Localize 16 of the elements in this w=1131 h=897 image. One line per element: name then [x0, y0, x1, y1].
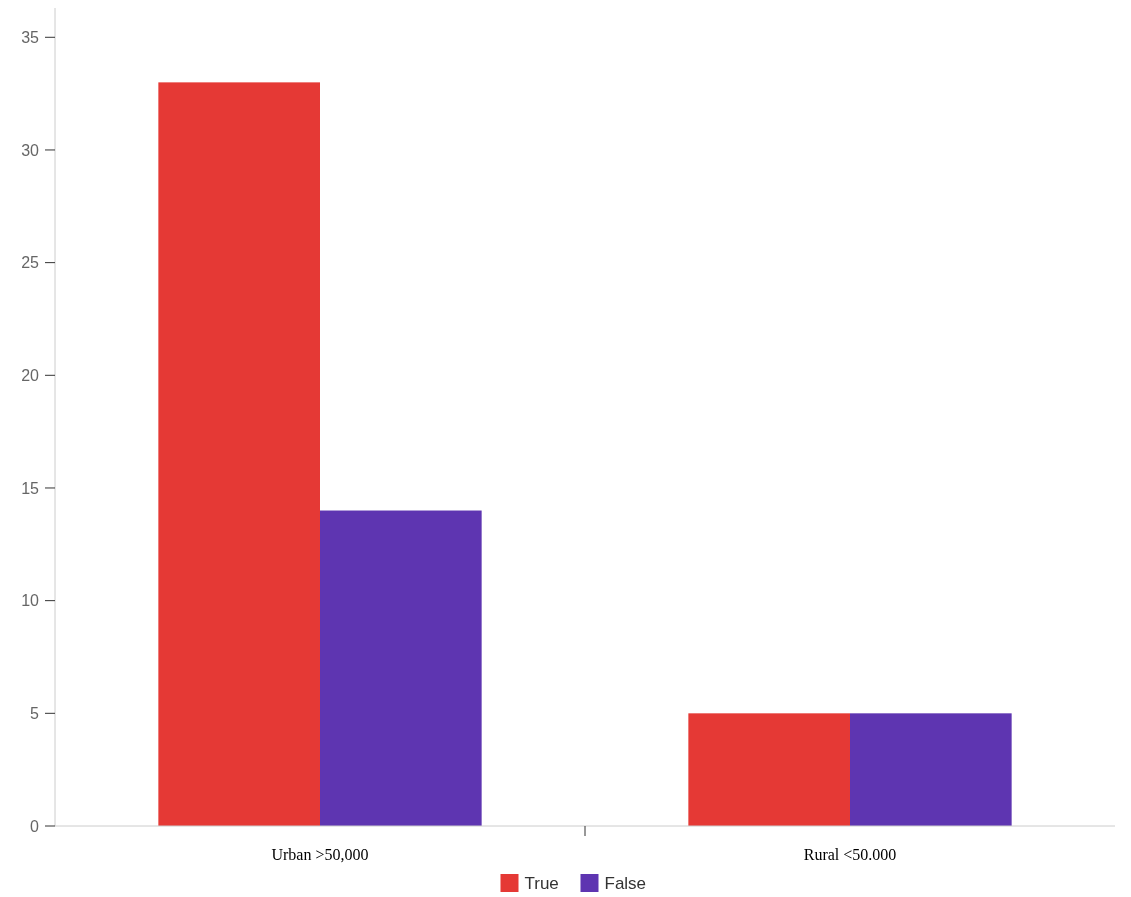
- y-tick-label: 10: [21, 592, 40, 610]
- x-tick-label: Urban >50,000: [271, 846, 369, 863]
- bar: [320, 510, 482, 826]
- y-tick-label: 30: [21, 141, 40, 159]
- x-tick-label: Rural <50.000: [803, 846, 897, 863]
- bar: [850, 713, 1012, 826]
- y-tick-label: 25: [21, 254, 40, 272]
- y-tick-label: 35: [21, 28, 40, 46]
- y-tick-label: 20: [21, 366, 40, 384]
- y-tick-label: 5: [30, 704, 40, 722]
- legend-label: False: [604, 873, 647, 893]
- bar: [158, 82, 320, 826]
- y-tick-label: 0: [30, 817, 40, 835]
- legend-label: True: [524, 873, 559, 893]
- bar: [688, 713, 850, 826]
- y-tick-label: 15: [21, 479, 40, 497]
